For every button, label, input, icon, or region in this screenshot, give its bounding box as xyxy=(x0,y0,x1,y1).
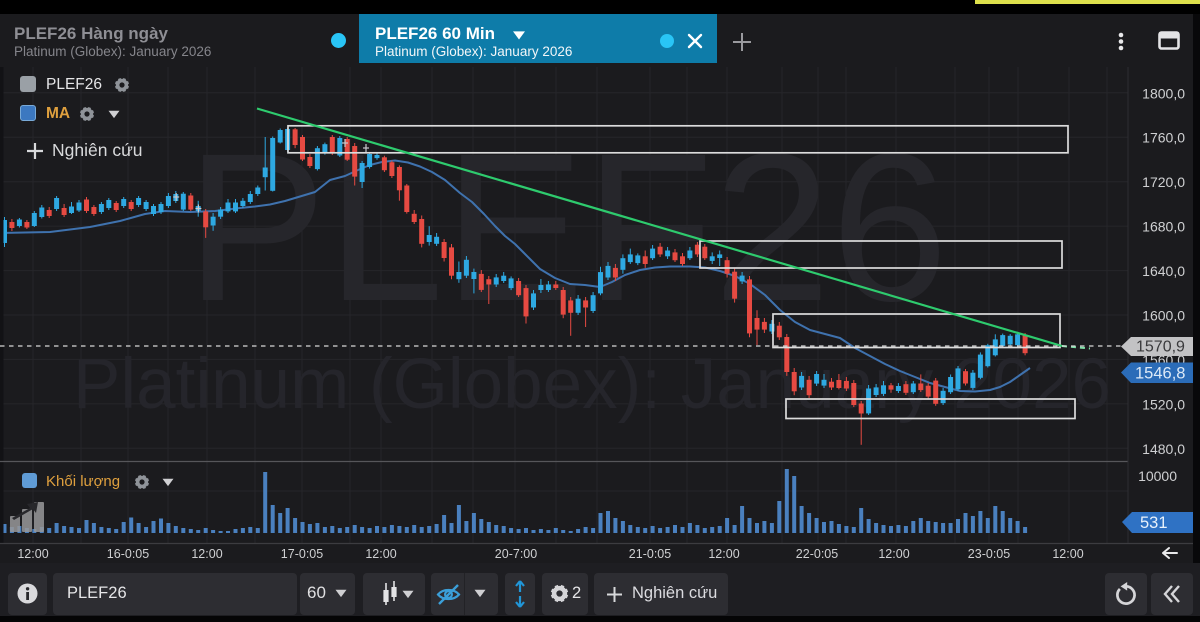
svg-text:PLEF26: PLEF26 xyxy=(186,109,948,345)
svg-text:12:00: 12:00 xyxy=(365,547,396,561)
svg-text:1520,0: 1520,0 xyxy=(1142,396,1185,412)
svg-text:17-0:05: 17-0:05 xyxy=(281,547,323,561)
svg-text:12:00: 12:00 xyxy=(708,547,739,561)
svg-text:12:00: 12:00 xyxy=(191,547,222,561)
svg-text:22-0:05: 22-0:05 xyxy=(796,547,838,561)
svg-text:21-0:05: 21-0:05 xyxy=(629,547,671,561)
svg-text:1720,0: 1720,0 xyxy=(1142,174,1185,190)
svg-text:1600,0: 1600,0 xyxy=(1142,308,1185,324)
svg-text:531: 531 xyxy=(1140,514,1168,532)
svg-text:1546,8: 1546,8 xyxy=(1135,365,1185,383)
svg-text:10000: 10000 xyxy=(1138,468,1177,484)
svg-text:1480,0: 1480,0 xyxy=(1142,441,1185,457)
svg-text:16-0:05: 16-0:05 xyxy=(107,547,149,561)
svg-text:1800,0: 1800,0 xyxy=(1142,85,1185,101)
svg-text:12:00: 12:00 xyxy=(878,547,909,561)
svg-text:12:00: 12:00 xyxy=(17,547,48,561)
svg-text:20-7:00: 20-7:00 xyxy=(495,547,537,561)
svg-text:23-0:05: 23-0:05 xyxy=(968,547,1010,561)
svg-text:1680,0: 1680,0 xyxy=(1142,219,1185,235)
svg-text:1570,9: 1570,9 xyxy=(1136,339,1185,356)
svg-text:1760,0: 1760,0 xyxy=(1142,130,1185,146)
svg-text:1640,0: 1640,0 xyxy=(1142,263,1185,279)
svg-text:12:00: 12:00 xyxy=(1052,547,1083,561)
svg-text:Platinum (Globex): January 202: Platinum (Globex): January 2026 xyxy=(73,345,1111,424)
